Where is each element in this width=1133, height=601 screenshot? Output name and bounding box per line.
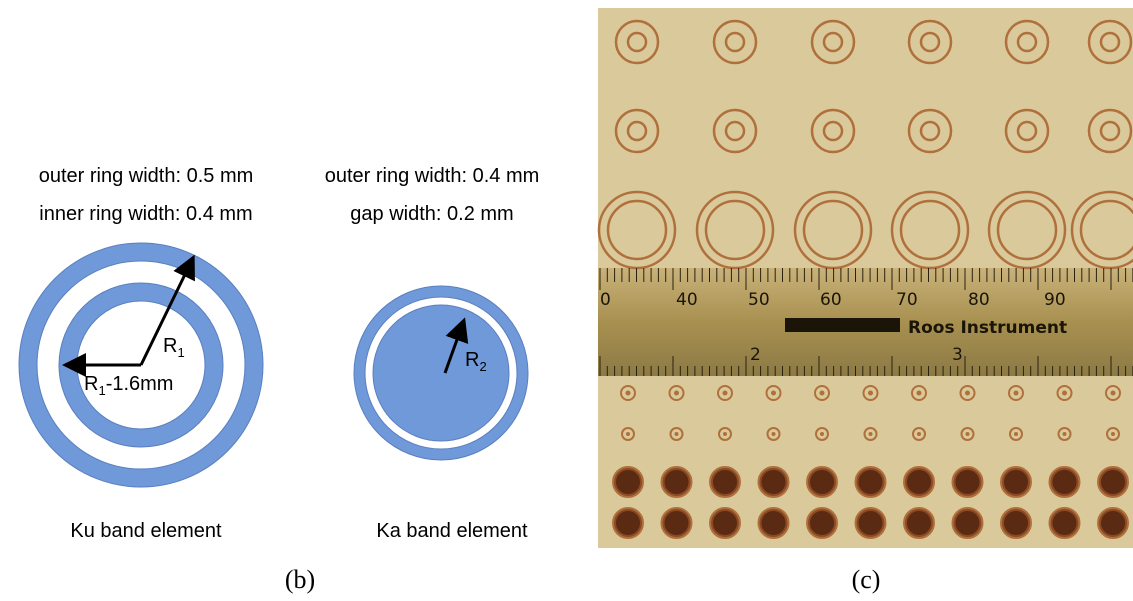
dot <box>1014 391 1019 396</box>
dot <box>713 511 737 535</box>
dot <box>965 391 970 396</box>
dot <box>723 432 727 436</box>
dot <box>616 511 640 535</box>
sub: 1 <box>98 383 105 398</box>
dot <box>723 391 728 396</box>
dot <box>1053 470 1077 494</box>
dot <box>820 391 825 396</box>
dot <box>762 511 786 535</box>
dot <box>1062 391 1067 396</box>
dot <box>675 432 679 436</box>
ruler-number: 50 <box>748 290 770 310</box>
r: R <box>465 349 479 371</box>
dot <box>907 470 931 494</box>
rest: -1.6mm <box>106 373 174 395</box>
ku-caption: Ku band element <box>70 520 222 542</box>
dot <box>674 391 679 396</box>
dot <box>665 511 689 535</box>
dot <box>1004 470 1028 494</box>
ku-spec: inner ring width: 0.4 mm <box>39 203 252 225</box>
dot <box>616 470 640 494</box>
ruler-number: 70 <box>896 290 918 310</box>
ka-caption: Ka band element <box>376 520 528 542</box>
dot <box>762 470 786 494</box>
dot <box>1111 391 1116 396</box>
dot <box>868 391 873 396</box>
ruler-number: 40 <box>676 290 698 310</box>
dot <box>772 432 776 436</box>
dot <box>810 511 834 535</box>
ruler-number: 90 <box>1044 290 1066 310</box>
figure: outer ring width: 0.5 mm inner ring widt… <box>0 0 1133 601</box>
ruler-number: 60 <box>820 290 842 310</box>
dot <box>859 511 883 535</box>
dot <box>907 511 931 535</box>
dot <box>1063 432 1067 436</box>
ruler-number: 2 <box>750 345 761 365</box>
logo <box>785 318 900 332</box>
brand: Roos Instrument <box>908 318 1067 338</box>
dot <box>859 470 883 494</box>
sub: 2 <box>479 359 486 374</box>
dot <box>626 432 630 436</box>
r: R <box>163 335 177 357</box>
ku-spec: outer ring width: 0.5 mm <box>39 165 254 187</box>
dot <box>956 470 980 494</box>
dot <box>1004 511 1028 535</box>
ka-spec: gap width: 0.2 mm <box>350 203 513 225</box>
ka-spec: outer ring width: 0.4 mm <box>325 165 540 187</box>
dot <box>966 432 970 436</box>
dot <box>956 511 980 535</box>
r1-minus-label: R1-1.6mm <box>84 373 173 398</box>
ruler-number: 3 <box>952 345 963 365</box>
dot <box>810 470 834 494</box>
ku-element <box>19 243 263 487</box>
dot <box>869 432 873 436</box>
dot <box>820 432 824 436</box>
dot <box>917 391 922 396</box>
ruler-number: 80 <box>968 290 990 310</box>
sub: 1 <box>177 345 184 360</box>
dot <box>771 391 776 396</box>
dot <box>917 432 921 436</box>
ruler-number: 0 <box>600 290 611 310</box>
panel-label: (b) <box>285 565 315 594</box>
r: R <box>84 373 98 395</box>
dot <box>665 470 689 494</box>
dot <box>1053 511 1077 535</box>
dot <box>1111 432 1115 436</box>
dot <box>626 391 631 396</box>
dot <box>1101 470 1125 494</box>
dot <box>1014 432 1018 436</box>
panel-label: (c) <box>852 565 881 594</box>
photo: 0 40 50 60 70 80 90 2 3 Roos Instrument <box>598 8 1133 548</box>
dot <box>1101 511 1125 535</box>
ka-element <box>354 286 528 460</box>
dot <box>713 470 737 494</box>
